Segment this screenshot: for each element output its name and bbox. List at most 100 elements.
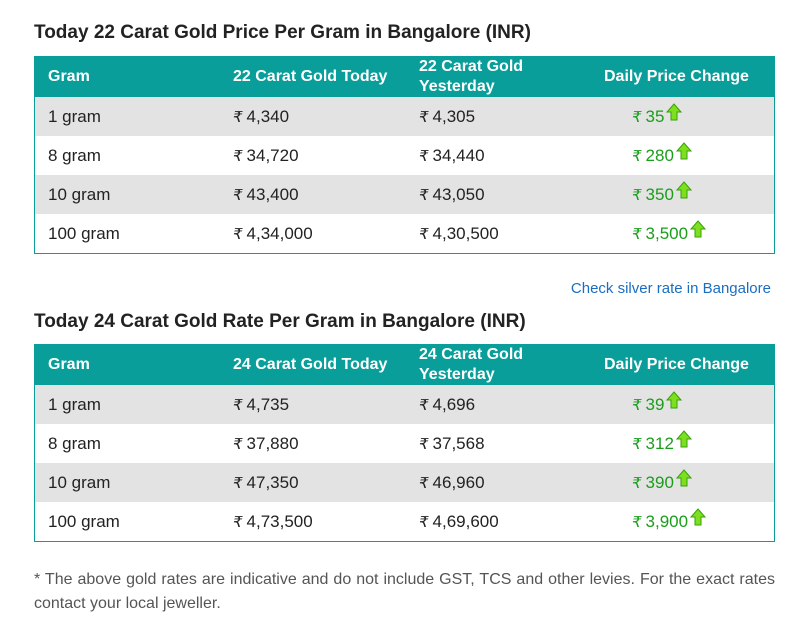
cell-gram: 8 gram	[48, 424, 101, 463]
cell-yesterday-price-value: 4,305	[432, 106, 476, 126]
cell-today-price: ₹43,400	[233, 175, 299, 214]
cell-today-price-value: 34,720	[246, 145, 299, 165]
rupee-symbol: ₹	[632, 108, 642, 126]
header-gram: Gram	[48, 68, 90, 85]
header-yesterday: 22 Carat Gold Yesterday	[419, 58, 524, 95]
cell-daily-change: ₹3,500	[632, 214, 707, 253]
rupee-symbol: ₹	[233, 435, 243, 453]
rupee-symbol: ₹	[419, 474, 429, 492]
header-today: 22 Carat Gold Today	[233, 68, 388, 85]
cell-gram-value: 100 gram	[48, 223, 120, 243]
cell-today-price-value: 4,73,500	[246, 511, 313, 531]
cell-yesterday-price: ₹4,696	[419, 385, 475, 424]
section-title-22-carat: Today 22 Carat Gold Price Per Gram in Ba…	[34, 22, 531, 43]
rupee-symbol: ₹	[233, 147, 243, 165]
up-arrow-icon	[675, 180, 692, 198]
cell-today-price-value: 47,350	[246, 472, 299, 492]
cell-gram: 10 gram	[48, 175, 110, 214]
cell-yesterday-price: ₹4,69,600	[419, 502, 499, 541]
rupee-symbol: ₹	[419, 435, 429, 453]
table-row: 8 gram ₹37,880 ₹37,568 ₹312	[35, 424, 774, 463]
gold-rate-table-24-carat: Gram 24 Carat Gold Today 24 Carat Gold Y…	[34, 344, 775, 542]
cell-daily-change-value: 39	[645, 394, 665, 414]
rupee-symbol: ₹	[632, 435, 642, 453]
rupee-symbol: ₹	[233, 186, 243, 204]
cell-daily-change: ₹390	[632, 463, 692, 502]
rupee-symbol: ₹	[632, 147, 642, 165]
table-row: 8 gram ₹34,720 ₹34,440 ₹280	[35, 136, 774, 175]
rupee-symbol: ₹	[233, 225, 243, 243]
up-arrow-icon	[690, 507, 707, 525]
rupee-symbol: ₹	[233, 474, 243, 492]
cell-yesterday-price-value: 34,440	[432, 145, 485, 165]
cell-daily-change: ₹312	[632, 424, 692, 463]
cell-today-price-value: 4,34,000	[246, 223, 313, 243]
cell-yesterday-price: ₹46,960	[419, 463, 485, 502]
cell-today-price-value: 4,735	[246, 394, 290, 414]
rupee-symbol: ₹	[419, 108, 429, 126]
table-row: 1 gram ₹4,735 ₹4,696 ₹39	[35, 385, 774, 424]
cell-yesterday-price-value: 46,960	[432, 472, 485, 492]
cell-yesterday-price-value: 37,568	[432, 433, 485, 453]
rupee-symbol: ₹	[233, 513, 243, 531]
up-arrow-icon	[666, 390, 683, 408]
rupee-symbol: ₹	[419, 225, 429, 243]
header-gram: Gram	[48, 356, 90, 373]
cell-yesterday-price-value: 4,696	[432, 394, 476, 414]
cell-gram: 100 gram	[48, 214, 120, 253]
cell-gram: 1 gram	[48, 385, 101, 424]
table-body: 1 gram ₹4,735 ₹4,696 ₹39 8 gram ₹37,880 ₹37,56…	[35, 385, 774, 541]
rupee-symbol: ₹	[632, 513, 642, 531]
cell-gram-value: 100 gram	[48, 511, 120, 531]
rupee-symbol: ₹	[233, 108, 243, 126]
cell-daily-change-value: 350	[645, 184, 674, 204]
cell-today-price-value: 4,340	[246, 106, 290, 126]
silver-rate-link[interactable]: Check silver rate in Bangalore	[570, 280, 771, 297]
table-body: 1 gram ₹4,340 ₹4,305 ₹35 8 gram ₹34,720 ₹34,44…	[35, 97, 774, 253]
disclaimer-note: * The above gold rates are indicative an…	[34, 571, 775, 612]
up-arrow-icon	[666, 102, 683, 120]
cell-gram-value: 1 gram	[48, 106, 101, 126]
cell-daily-change: ₹280	[632, 136, 692, 175]
cell-daily-change: ₹350	[632, 175, 692, 214]
table-header: Gram 22 Carat Gold Today 22 Carat Gold Y…	[35, 57, 774, 97]
cell-gram: 1 gram	[48, 97, 101, 136]
cell-gram-value: 10 gram	[48, 184, 111, 204]
header-daily-change: Daily Price Change	[604, 356, 749, 373]
cell-today-price-value: 43,400	[246, 184, 299, 204]
table-row: 1 gram ₹4,340 ₹4,305 ₹35	[35, 97, 774, 136]
cell-yesterday-price-value: 4,30,500	[432, 223, 499, 243]
cell-daily-change-value: 35	[645, 106, 665, 126]
section-title-24-carat: Today 24 Carat Gold Rate Per Gram in Ban…	[34, 311, 526, 332]
gold-rate-table-22-carat: Gram 22 Carat Gold Today 22 Carat Gold Y…	[34, 56, 775, 254]
cell-daily-change-value: 280	[645, 145, 674, 165]
cell-gram: 8 gram	[48, 136, 101, 175]
up-arrow-icon	[675, 429, 692, 447]
table-row: 100 gram ₹4,73,500 ₹4,69,600 ₹3,900	[35, 502, 774, 541]
rupee-symbol: ₹	[632, 186, 642, 204]
table-row: 10 gram ₹47,350 ₹46,960 ₹390	[35, 463, 774, 502]
up-arrow-icon	[690, 219, 707, 237]
cell-today-price: ₹4,340	[233, 97, 289, 136]
cell-today-price: ₹47,350	[233, 463, 299, 502]
cell-gram: 100 gram	[48, 502, 120, 541]
cell-gram-value: 8 gram	[48, 433, 101, 453]
cell-yesterday-price: ₹43,050	[419, 175, 485, 214]
cell-today-price-value: 37,880	[246, 433, 299, 453]
cell-yesterday-price: ₹4,30,500	[419, 214, 499, 253]
table-row: 100 gram ₹4,34,000 ₹4,30,500 ₹3,500	[35, 214, 774, 253]
cell-daily-change-value: 312	[645, 433, 674, 453]
rupee-symbol: ₹	[632, 225, 642, 243]
cell-yesterday-price-value: 43,050	[432, 184, 485, 204]
rupee-symbol: ₹	[632, 474, 642, 492]
cell-today-price: ₹4,73,500	[233, 502, 313, 541]
header-yesterday: 24 Carat Gold Yesterday	[419, 346, 524, 383]
rupee-symbol: ₹	[632, 396, 642, 414]
header-today: 24 Carat Gold Today	[233, 356, 388, 373]
cell-today-price: ₹4,34,000	[233, 214, 313, 253]
rupee-symbol: ₹	[419, 186, 429, 204]
up-arrow-icon	[675, 141, 692, 159]
rupee-symbol: ₹	[233, 396, 243, 414]
cell-yesterday-price-value: 4,69,600	[432, 511, 499, 531]
cell-gram-value: 8 gram	[48, 145, 101, 165]
